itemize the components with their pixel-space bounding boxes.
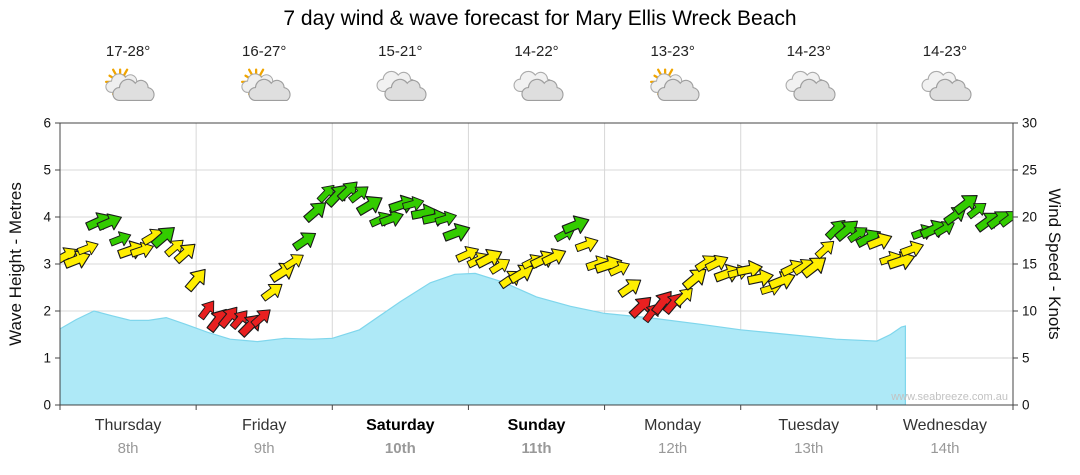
watermark: www.seabreeze.com.au xyxy=(891,391,1008,403)
cloudy-icon xyxy=(472,65,602,111)
day-label-sunday: Sunday 11th xyxy=(472,417,602,457)
left-tick-label: 1 xyxy=(43,351,51,366)
day-label-tuesday: Tuesday 13th xyxy=(744,417,874,457)
left-tick-label: 2 xyxy=(43,304,51,319)
cloudy-icon xyxy=(744,65,874,111)
right-tick-label: 20 xyxy=(1022,210,1037,225)
day-date: 14th xyxy=(930,440,960,457)
day-name: Friday xyxy=(241,417,287,434)
day-label-monday: Monday 12th xyxy=(608,417,738,457)
right-tick-label: 15 xyxy=(1022,257,1037,272)
right-tick-label: 10 xyxy=(1022,304,1037,319)
partly-sunny-icon xyxy=(608,65,738,111)
axis-ticks xyxy=(55,122,1018,410)
day-header-tuesday: 14-23° xyxy=(744,43,874,111)
day-label-wednesday: Wednesday 14th xyxy=(880,417,1010,457)
day-header-monday: 13-23° xyxy=(608,43,738,111)
day-header-thursday: 17-28° xyxy=(63,43,193,111)
temperature-range: 14-22° xyxy=(514,43,559,60)
left-tick-label: 0 xyxy=(43,398,51,413)
day-name: Wednesday xyxy=(902,417,988,434)
wind-arrows xyxy=(60,181,1013,338)
temperature-range: 15-21° xyxy=(378,43,423,60)
day-date: 13th xyxy=(794,440,824,457)
day-date: 8th xyxy=(117,440,139,457)
right-tick-label: 5 xyxy=(1022,351,1030,366)
day-label-saturday: Saturday 10th xyxy=(335,417,465,457)
cloudy-icon xyxy=(880,65,1010,111)
left-tick-label: 5 xyxy=(43,163,51,178)
day-header-wednesday: 14-23° xyxy=(880,43,1010,111)
left-tick-label: 4 xyxy=(43,210,51,225)
temperature-range: 17-28° xyxy=(105,43,151,60)
temperature-range: 14-23° xyxy=(922,43,968,60)
day-date: 12th xyxy=(658,440,688,457)
partly-sunny-icon xyxy=(63,65,193,111)
wave-height-area xyxy=(60,272,906,405)
temperature-range: 16-27° xyxy=(242,43,287,60)
day-date: 11th xyxy=(521,440,552,457)
right-tick-label: 0 xyxy=(1022,398,1030,413)
left-tick-label: 3 xyxy=(43,257,51,272)
day-name: Tuesday xyxy=(778,417,840,434)
left-tick-label: 6 xyxy=(43,116,51,131)
day-name: Monday xyxy=(644,417,702,434)
day-name: Thursday xyxy=(94,417,162,434)
right-tick-label: 30 xyxy=(1022,116,1037,131)
axis-tick-labels: 0 1 2 3 4 5 6 0 5 10 15 20 25 30 xyxy=(43,116,1037,413)
day-date: 10th xyxy=(384,440,416,457)
cloudy-icon xyxy=(335,65,465,111)
day-date: 9th xyxy=(253,440,275,457)
day-header-sunday: 14-22° xyxy=(472,43,602,111)
day-name: Sunday xyxy=(507,417,566,434)
day-label-thursday: Thursday 8th xyxy=(63,417,193,457)
day-label-friday: Friday 9th xyxy=(199,417,329,457)
temperature-range: 14-23° xyxy=(786,43,831,60)
day-name: Saturday xyxy=(366,417,435,434)
page-title: 7 day wind & wave forecast for Mary Elli… xyxy=(283,7,797,30)
day-header-saturday: 15-21° xyxy=(335,43,465,111)
right-tick-label: 25 xyxy=(1022,163,1037,178)
temperature-range: 13-23° xyxy=(650,43,695,60)
day-header-friday: 16-27° xyxy=(199,43,329,111)
partly-sunny-icon xyxy=(199,65,329,111)
